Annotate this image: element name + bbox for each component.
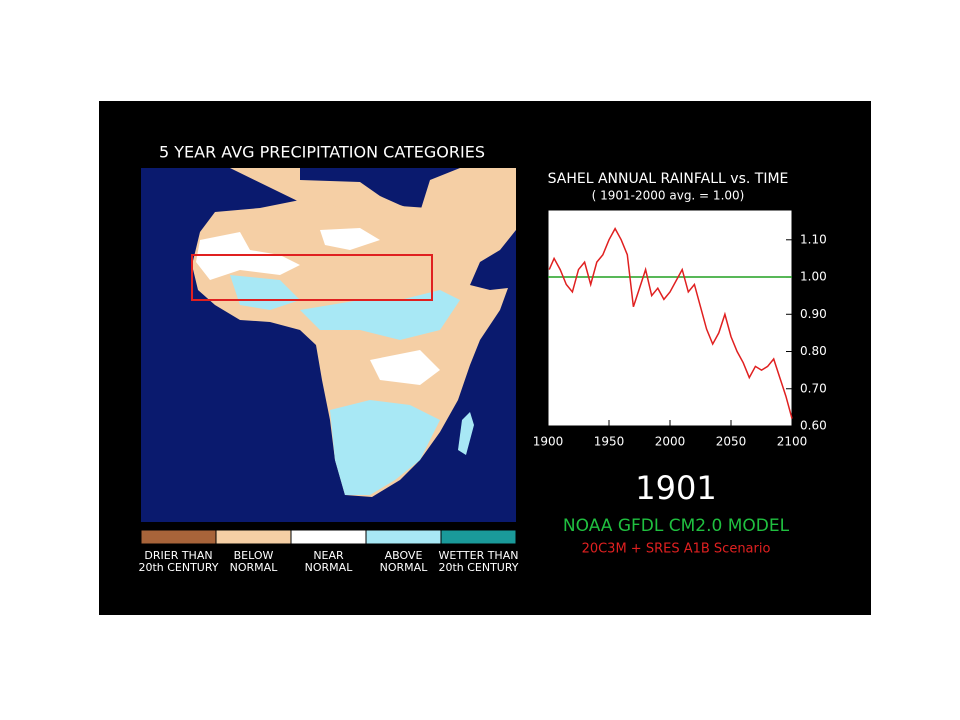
legend-label: DRIER THAN (144, 549, 212, 562)
legend-label: NORMAL (230, 561, 279, 574)
plot-area (547, 209, 793, 427)
legend-label: NEAR (313, 549, 344, 562)
above-normal-patch (330, 400, 440, 495)
legend-label: 20th CENTURY (138, 561, 218, 574)
x-tick-label: 1950 (594, 435, 625, 449)
near-normal-patch (320, 228, 380, 250)
above-normal-patch (230, 275, 300, 310)
legend-label: NORMAL (380, 561, 429, 574)
legend-label: BELOW (234, 549, 274, 562)
sahel-box (191, 254, 433, 301)
y-tick-label: 0.90 (800, 307, 827, 321)
y-tick-label: 0.60 (800, 419, 827, 433)
y-tick-label: 1.10 (800, 232, 827, 246)
map-title: 5 YEAR AVG PRECIPITATION CATEGORIES (159, 143, 485, 162)
chart-subtitle: ( 1901-2000 avg. = 1.00) (592, 189, 745, 203)
legend-swatch (215, 529, 292, 545)
above-normal-patch (300, 290, 460, 340)
x-tick-label: 2100 (777, 435, 808, 449)
legend-swatch (440, 529, 517, 545)
scenario: 20C3M + SRES A1B Scenario (582, 542, 771, 557)
legend-label: WETTER THAN (439, 549, 519, 562)
rainfall-line (548, 227, 793, 419)
legend-swatch (365, 529, 442, 545)
legend-label: ABOVE (385, 549, 423, 562)
plot: 0.60 0.70 0.80 0.90 1.00 1.10 1900 1950 2000 2050… (533, 227, 827, 449)
map (141, 168, 516, 522)
y-tick-label: 1.00 (800, 270, 827, 284)
x-tick-label: 1900 (533, 435, 564, 449)
legend-swatch (290, 529, 367, 545)
y-tick-label: 0.70 (800, 381, 827, 395)
chart-title: SAHEL ANNUAL RAINFALL vs. TIME (548, 171, 789, 187)
madagascar (458, 412, 474, 455)
x-tick-label: 2050 (716, 435, 747, 449)
year-display: 1901 (635, 469, 716, 507)
legend-swatch (140, 529, 217, 545)
legend-label: 20th CENTURY (438, 561, 518, 574)
legend-label: NORMAL (305, 561, 354, 574)
near-normal-patch (370, 350, 440, 385)
model-name: NOAA GFDL CM2.0 MODEL (563, 516, 790, 536)
y-tick-label: 0.80 (800, 344, 827, 358)
x-tick-label: 2000 (655, 435, 686, 449)
